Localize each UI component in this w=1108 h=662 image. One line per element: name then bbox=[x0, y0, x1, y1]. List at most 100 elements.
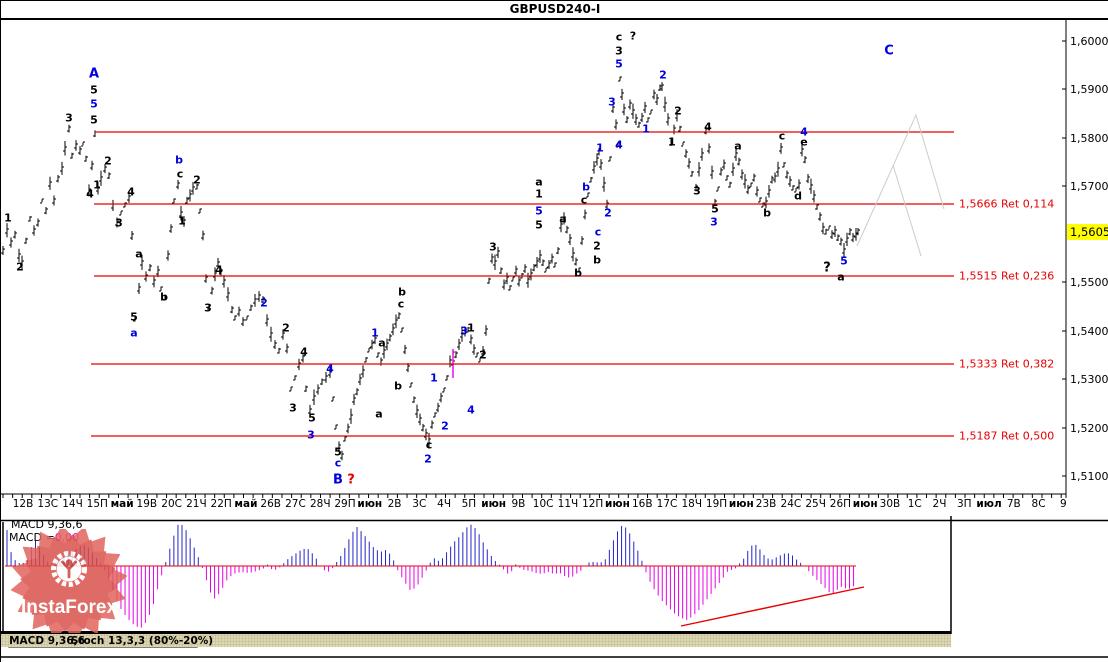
wave-label: 5 bbox=[130, 310, 138, 324]
wave-label: b bbox=[398, 285, 406, 299]
instaforex-logo: InstaForex bbox=[10, 529, 128, 633]
time-axis-label: май bbox=[110, 498, 134, 510]
time-axis-label: 23В bbox=[755, 498, 777, 510]
wave-label: 4 bbox=[127, 185, 135, 199]
logo-text: InstaForex bbox=[21, 597, 118, 618]
wave-label: 1 bbox=[596, 141, 604, 155]
macd-histogram bbox=[5, 524, 865, 628]
time-axis-label: 2В bbox=[387, 498, 402, 510]
axes bbox=[1, 19, 1108, 522]
wave-label: 5 bbox=[535, 218, 543, 232]
wave-label: 4 bbox=[615, 138, 623, 152]
wave-label: 4 bbox=[326, 362, 334, 376]
current-price-badge: 1,5605 bbox=[1067, 224, 1108, 240]
wave-label: c bbox=[778, 129, 786, 143]
wave-label: ? bbox=[823, 260, 831, 276]
time-axis-label: 29П bbox=[334, 498, 356, 510]
wave-label: 3 bbox=[460, 324, 468, 338]
wave-label: 5 bbox=[334, 445, 342, 459]
time-axis-label: 12П bbox=[582, 498, 604, 510]
wave-label: 2 bbox=[604, 206, 612, 220]
time-axis-label: 21Ч bbox=[186, 498, 207, 510]
time-axis-label: май bbox=[234, 498, 258, 510]
wave-label: a bbox=[837, 270, 845, 284]
wave-label: 5 bbox=[711, 202, 719, 216]
wave-label: 5 bbox=[90, 113, 98, 127]
time-axis-label: 17С bbox=[656, 498, 678, 510]
time-axis-label: 30В bbox=[879, 498, 901, 510]
tab-stochastic[interactable]: Stoch 13,3,3 (80%-20%) bbox=[70, 635, 214, 647]
time-axis-label: июн bbox=[605, 498, 630, 510]
panel-frames bbox=[1, 516, 1108, 658]
time-axis-label: 18Ч bbox=[681, 498, 703, 510]
price-axis-label: 1,5100 bbox=[1070, 470, 1108, 483]
wave-label: 3 bbox=[710, 215, 718, 229]
time-axis-label: июл bbox=[976, 498, 1002, 510]
price-bars bbox=[1, 76, 860, 461]
wave-label: b bbox=[175, 153, 183, 167]
wave-label: 4 bbox=[704, 120, 712, 134]
price-axis-label: 1,6000 bbox=[1070, 35, 1108, 48]
time-axis-label: 26В bbox=[260, 498, 281, 510]
fibonacci-level-label: 1,5333 Ret 0,382 bbox=[959, 357, 1055, 371]
wave-label: c bbox=[425, 438, 433, 452]
time-axis-label: 9В bbox=[511, 498, 526, 510]
wave-label: 1 bbox=[668, 135, 676, 149]
time-axis-label: 10С bbox=[532, 498, 554, 510]
projection-lines bbox=[856, 113, 945, 257]
wave-label: 2 bbox=[16, 260, 24, 274]
wave-label: b bbox=[574, 266, 582, 280]
time-axis-label: 3П bbox=[956, 498, 972, 510]
wave-label: a bbox=[135, 247, 143, 261]
fibonacci-lines bbox=[91, 131, 954, 437]
time-axis-label: 11Ч bbox=[557, 498, 579, 510]
time-axis-label: 28Ч bbox=[309, 498, 331, 510]
wave-label: 2 bbox=[193, 173, 201, 187]
time-axis-label: 15П bbox=[86, 498, 108, 510]
time-axis-label: 19П bbox=[705, 498, 728, 510]
time-axis-label: 14Ч bbox=[62, 498, 83, 510]
wave-label: a bbox=[375, 407, 383, 421]
wave-label: a bbox=[535, 175, 543, 189]
time-axis-label: 3С bbox=[412, 498, 427, 510]
wave-label: C bbox=[884, 43, 894, 59]
wave-label: B bbox=[333, 472, 343, 488]
wave-label: c bbox=[176, 167, 184, 181]
time-axis-label: 20С bbox=[161, 498, 182, 510]
time-axis-label: июн bbox=[481, 498, 507, 510]
tab-macd[interactable]: MACD 9,36,6 bbox=[9, 635, 85, 647]
chart-title-bar[interactable]: GBPUSD240-I bbox=[1, 1, 1108, 20]
time-axis-label: 19В bbox=[136, 498, 158, 510]
wave-label: 1 bbox=[535, 187, 543, 201]
wave-label: e bbox=[800, 135, 808, 149]
wave-label: 3 bbox=[115, 216, 123, 230]
wave-label: 3 bbox=[608, 95, 616, 109]
wave-label: 1 bbox=[4, 211, 12, 225]
wave-label: 2 bbox=[104, 154, 112, 168]
price-axis-label: 1,5400 bbox=[1070, 325, 1108, 338]
wave-label: 1 bbox=[467, 321, 475, 335]
wave-label: 3 bbox=[489, 240, 497, 254]
indicator-tab-strip bbox=[1, 634, 951, 647]
wave-label: 3 bbox=[307, 428, 315, 442]
wave-label: 5 bbox=[615, 57, 623, 71]
wave-label: 1 bbox=[642, 122, 650, 136]
wave-label: c bbox=[594, 225, 602, 239]
wave-label: 2 bbox=[282, 321, 290, 335]
chart-title: GBPUSD240-I bbox=[509, 2, 601, 16]
price-axis-label: 1,5800 bbox=[1070, 132, 1108, 145]
wave-label: 5 bbox=[90, 97, 98, 111]
wave-label: b bbox=[582, 180, 590, 194]
time-axis-label: 22П bbox=[210, 498, 232, 510]
wave-label: 4 bbox=[800, 125, 808, 139]
price-axis-label: 1,5500 bbox=[1070, 276, 1108, 289]
time-axis-label: 7В bbox=[1006, 498, 1021, 510]
wave-label: b bbox=[394, 379, 402, 393]
wave-label: d bbox=[794, 189, 802, 203]
wave-label: 5 bbox=[535, 204, 543, 218]
wave-label: A bbox=[88, 66, 100, 82]
time-axis-label: 24С bbox=[780, 498, 802, 510]
time-axis-label: 27С bbox=[285, 498, 306, 510]
price-axis-label: 1,5200 bbox=[1070, 422, 1108, 435]
